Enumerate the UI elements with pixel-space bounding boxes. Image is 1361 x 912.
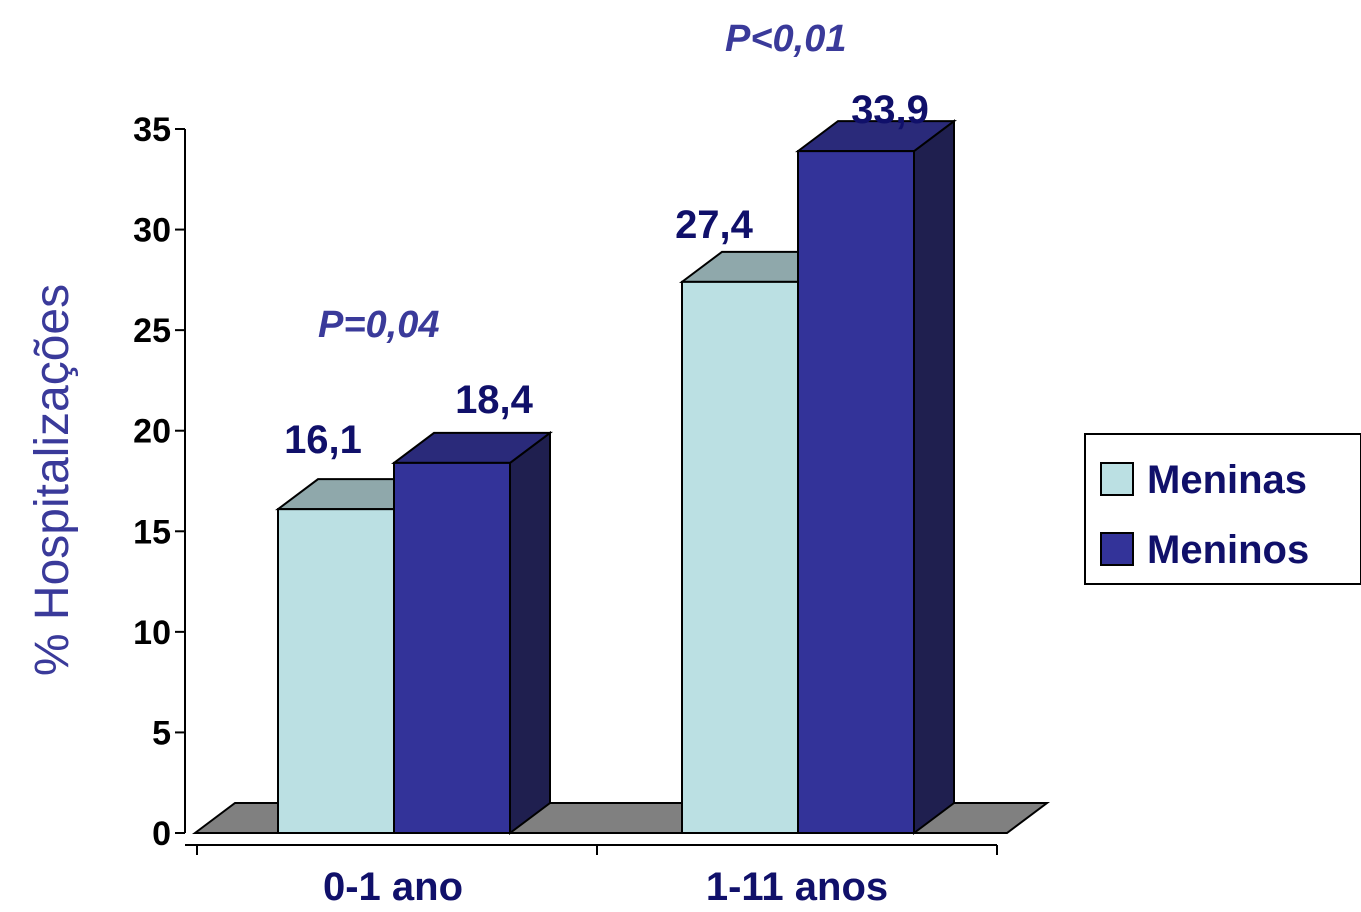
data-label-meninos-1: 18,4 (455, 378, 534, 422)
y-tick-label: 35 (133, 111, 171, 149)
bar-front-face (277, 508, 395, 834)
axes: 0 5 10 15 20 25 30 35 0-1 ano 1-11 anos (133, 111, 998, 909)
y-tick-label: 30 (133, 212, 171, 250)
bar-front-face (681, 280, 799, 834)
bars (275, 119, 957, 835)
legend-swatch-meninos (1100, 532, 1134, 566)
legend: Meninas Meninos (1084, 433, 1361, 585)
data-labels: 16,1 18,4 27,4 33,9 (284, 88, 929, 462)
legend-swatch-meninas (1100, 462, 1134, 496)
bar-meninos-2 (795, 119, 957, 835)
bar-meninas-2 (678, 250, 842, 834)
annotation-p-value-2: P<0,01 (725, 18, 847, 60)
y-tick-label: 5 (152, 714, 171, 752)
legend-label-meninos: Meninos (1147, 528, 1309, 572)
legend-label-meninas: Meninas (1147, 458, 1307, 502)
y-tick-label: 0 (152, 815, 171, 853)
bar-front-face (393, 461, 511, 834)
y-tick-label: 15 (133, 513, 171, 551)
data-label-meninas-1: 16,1 (284, 418, 362, 462)
bar-front-face (797, 150, 915, 834)
y-axis-label: % Hospitalizações (26, 284, 79, 676)
bar-meninos-1 (391, 430, 553, 835)
bar-side-face (509, 430, 551, 835)
bar-meninas-1 (275, 478, 437, 834)
x-category-label: 1-11 anos (706, 865, 888, 909)
data-label-meninos-2: 33,9 (851, 88, 929, 132)
x-category-label: 0-1 ano (323, 865, 463, 909)
annotation-p-value-1: P=0,04 (318, 304, 440, 346)
data-label-meninas-2: 27,4 (675, 203, 754, 247)
bar-side-face (913, 119, 955, 835)
y-tick-label: 10 (133, 614, 171, 652)
y-tick-label: 25 (133, 312, 171, 350)
y-tick-label: 20 (133, 413, 171, 451)
